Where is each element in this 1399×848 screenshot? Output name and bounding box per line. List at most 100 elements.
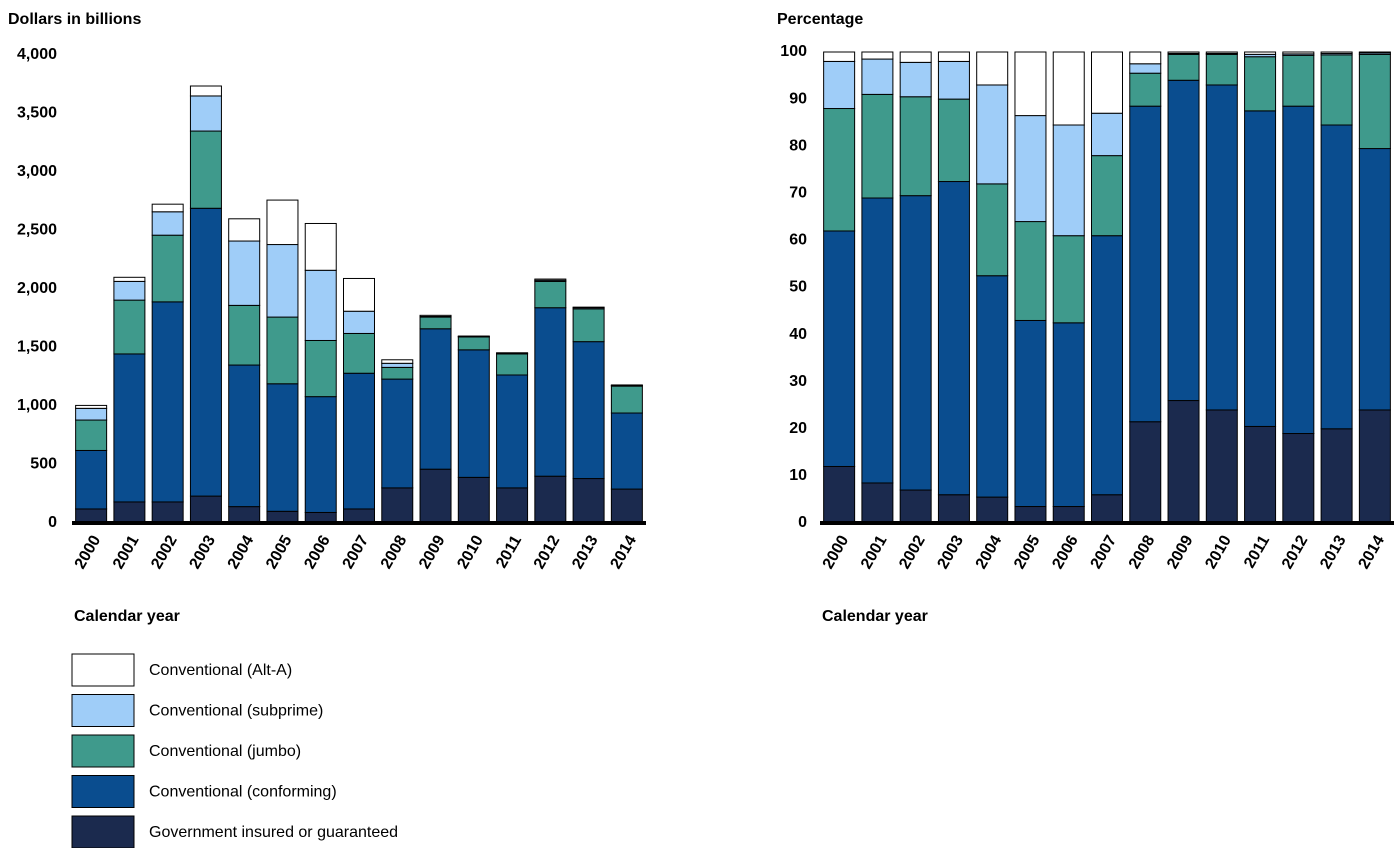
- bar-segment: [1358, 148, 1391, 411]
- legend-label: Government insured or guaranteed: [149, 824, 398, 841]
- y-tick-label: 60: [789, 232, 807, 249]
- y-tick-label: 10: [789, 467, 807, 484]
- bar-segment: [266, 383, 299, 512]
- y-tick-label: 40: [789, 326, 807, 343]
- x-tick-label: 2000: [72, 533, 105, 572]
- legend-label: Conventional (Alt-A): [149, 662, 292, 679]
- bar-segment: [861, 197, 894, 484]
- bar-segment: [861, 51, 894, 60]
- x-tick-label: 2003: [935, 533, 968, 572]
- y-tick-label: 90: [789, 90, 807, 107]
- bar-segment: [610, 384, 643, 387]
- bar-segment: [976, 275, 1009, 498]
- y-tick-label: 1,000: [17, 397, 57, 414]
- x-tick-label: 2002: [896, 533, 929, 572]
- x-tick-label: 2004: [225, 533, 258, 572]
- x-tick-label: 2013: [1317, 533, 1350, 572]
- y-axis-title: Percentage: [777, 11, 863, 28]
- bar-segment: [457, 349, 490, 478]
- bar-segment: [1052, 322, 1085, 508]
- bar-segment: [1014, 115, 1047, 223]
- bar-segment: [266, 244, 299, 318]
- bar-segment: [1167, 51, 1200, 54]
- bar-segment: [937, 51, 970, 62]
- bar-segment: [381, 487, 414, 524]
- y-tick-label: 80: [789, 137, 807, 154]
- x-tick-label: 2010: [1202, 533, 1235, 572]
- bar-segment: [899, 489, 932, 524]
- y-tick-label: 30: [789, 373, 807, 390]
- bar-segment: [1014, 51, 1047, 117]
- bar-segment: [534, 475, 567, 524]
- bar-segment: [1167, 79, 1200, 402]
- bar-segment: [1320, 124, 1353, 430]
- bar-segment: [1358, 53, 1391, 150]
- bar-segment: [75, 449, 108, 510]
- x-tick-label: 2008: [1126, 533, 1159, 572]
- x-tick-label: 2011: [493, 533, 525, 572]
- bar-segment: [113, 276, 146, 282]
- x-tick-label: 2001: [110, 533, 143, 572]
- bar-segment: [113, 353, 146, 503]
- bar-segment: [899, 51, 932, 63]
- bar-segment: [823, 230, 856, 467]
- bar-segment: [381, 362, 414, 368]
- legend-swatch: [71, 815, 135, 848]
- bar-segment: [1244, 56, 1277, 112]
- bar-segment: [1205, 84, 1238, 411]
- x-tick-label: 2002: [148, 533, 181, 572]
- y-tick-label: 500: [30, 456, 57, 473]
- bar-segment: [1052, 124, 1085, 237]
- bar-segment: [1091, 112, 1123, 157]
- bar-segment: [1358, 51, 1391, 54]
- bar-segment: [151, 203, 184, 213]
- legend-label: Conventional (subprime): [149, 703, 323, 720]
- bar-segment: [1205, 53, 1238, 86]
- bar-segment: [534, 307, 567, 477]
- bar-segment: [1091, 51, 1123, 114]
- x-tick-label: 2007: [1088, 533, 1121, 572]
- y-tick-label: 1,500: [17, 339, 57, 356]
- bar-segment: [1244, 110, 1277, 427]
- bar-segment: [1014, 319, 1047, 508]
- bar-segment: [1205, 409, 1238, 524]
- x-tick-label: 2014: [1355, 533, 1388, 572]
- bar-segment: [419, 468, 452, 524]
- bar-segment: [861, 93, 894, 199]
- y-tick-label: 70: [789, 185, 807, 202]
- bar-segment: [976, 51, 1009, 86]
- bar-segment: [113, 299, 146, 355]
- x-axis-title: Calendar year: [822, 608, 928, 625]
- bar-segment: [1282, 433, 1315, 524]
- bar-segment: [113, 501, 146, 524]
- bar-segment: [1052, 506, 1085, 524]
- bar-segment: [266, 199, 299, 246]
- bar-segment: [189, 495, 222, 524]
- bar-segment: [572, 308, 605, 343]
- x-tick-label: 2005: [1011, 533, 1044, 572]
- bar-segment: [419, 316, 452, 330]
- bar-segment: [457, 335, 490, 338]
- y-tick-label: 2,000: [17, 280, 57, 297]
- x-tick-label: 2000: [820, 533, 853, 572]
- bar-segment: [189, 207, 222, 497]
- bar-segment: [496, 487, 529, 524]
- bar-segment: [419, 328, 452, 470]
- bar-segment: [304, 339, 337, 398]
- y-tick-label: 3,500: [17, 105, 57, 122]
- bar-segment: [1129, 51, 1162, 65]
- y-tick-label: 3,000: [17, 163, 57, 180]
- bar-segment: [1129, 421, 1162, 524]
- bar-segment: [1358, 409, 1391, 524]
- bar-segment: [1320, 428, 1353, 524]
- bar-segment: [572, 306, 605, 309]
- bar-segment: [823, 108, 856, 232]
- bar-segment: [937, 60, 970, 100]
- bar-segment: [861, 482, 894, 524]
- bar-segment: [75, 407, 108, 421]
- legend-label: Conventional (conforming): [149, 784, 337, 801]
- bar-segment: [976, 183, 1009, 277]
- bar-segment: [228, 240, 261, 306]
- bar-segment: [228, 304, 261, 366]
